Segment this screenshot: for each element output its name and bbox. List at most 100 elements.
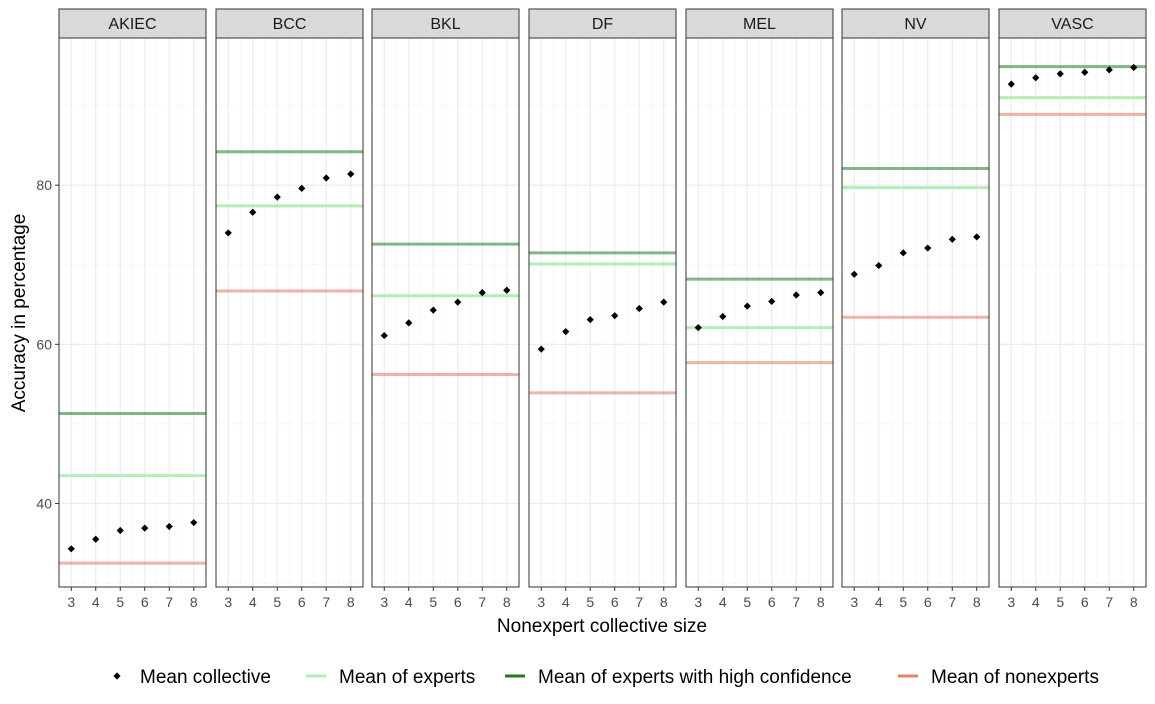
x-axis-title: Nonexpert collective size — [497, 616, 707, 637]
data-point-vasc-5 — [1056, 70, 1064, 78]
data-point-nv-4 — [875, 261, 883, 270]
facet-panel-bkl: BKL 3 4 5 6 7 8 — [371, 8, 520, 610]
data-point-df-6 — [611, 312, 619, 320]
x-tick-label: 3 — [380, 594, 388, 610]
data-point-akiec-7 — [165, 522, 173, 531]
x-tick-label: 4 — [719, 594, 727, 610]
data-point-vasc-3 — [1007, 80, 1015, 88]
panel-border-mel — [685, 37, 834, 588]
x-tick-label: 7 — [635, 594, 643, 610]
x-tick-label: 5 — [116, 594, 124, 610]
data-point-nv-7 — [948, 235, 956, 243]
legend-item-mean-of-experts-with-high-confidence: Mean of experts with high confidence — [505, 667, 852, 688]
data-point-bkl-8 — [503, 286, 511, 294]
x-tick-label: 6 — [611, 594, 619, 610]
x-tick-label: 4 — [1032, 594, 1040, 610]
data-point-bcc-3 — [224, 229, 232, 237]
y-axis: 40 60 80 — [36, 177, 59, 511]
panel-border-akiec — [58, 37, 207, 588]
data-point-akiec-4 — [92, 535, 100, 543]
data-point-bkl-4 — [405, 319, 413, 327]
data-point-mel-4 — [719, 312, 727, 321]
x-tick-label: 4 — [405, 594, 413, 610]
panel-border-df — [528, 37, 677, 588]
data-point-mel-7 — [792, 291, 800, 299]
data-point-bkl-6 — [454, 298, 462, 306]
x-tick-label: 3 — [850, 594, 858, 610]
x-tick-label: 4 — [562, 594, 570, 610]
x-tick-label: 4 — [875, 594, 883, 610]
strip-df — [528, 8, 677, 39]
x-tick-label: 5 — [1056, 594, 1064, 610]
grid-df — [529, 38, 676, 587]
x-tick-label: 6 — [141, 594, 149, 610]
y-tick-label: 80 — [36, 177, 52, 193]
x-tick-label: 4 — [92, 594, 100, 610]
data-point-nv-3 — [850, 270, 858, 278]
data-point-mel-6 — [768, 297, 776, 305]
panel-border-bkl — [371, 37, 520, 588]
x-tick-label: 5 — [743, 594, 751, 610]
data-point-nv-6 — [924, 244, 932, 252]
grid-bkl — [372, 38, 519, 587]
x-tick-label: 5 — [899, 594, 907, 610]
data-point-bkl-3 — [380, 331, 388, 340]
data-point-bcc-8 — [347, 170, 355, 178]
data-point-vasc-6 — [1081, 68, 1089, 76]
data-point-vasc-7 — [1105, 66, 1113, 74]
y-axis-title: Accuracy in percentage — [9, 214, 30, 413]
strip-label-bcc: BCC — [273, 16, 307, 33]
x-tick-label: 6 — [454, 594, 462, 610]
x-tick-label: 3 — [224, 594, 232, 610]
data-point-df-8 — [660, 298, 668, 306]
x-tick-label: 6 — [1081, 594, 1089, 610]
strip-label-mel: MEL — [743, 16, 776, 33]
strip-label-bkl: BKL — [430, 16, 460, 33]
x-tick-label: 4 — [249, 594, 257, 610]
y-tick-label: 40 — [36, 495, 52, 511]
legend-label: Mean of experts with high confidence — [538, 667, 852, 688]
grid-nv — [842, 38, 989, 587]
x-tick-label: 7 — [478, 594, 486, 610]
data-point-vasc-4 — [1032, 74, 1040, 82]
strip-akiec — [58, 8, 207, 39]
panel-border-nv — [841, 37, 990, 588]
legend-item-mean-collective: Mean collective — [113, 667, 271, 688]
x-tick-label: 7 — [1105, 594, 1113, 610]
data-point-df-7 — [635, 304, 643, 313]
x-tick-label: 7 — [792, 594, 800, 610]
legend: Mean collective Mean of experts Mean of ex… — [113, 667, 1099, 688]
x-tick-label: 8 — [660, 594, 668, 610]
data-point-bcc-6 — [298, 184, 306, 192]
data-point-mel-8 — [817, 289, 825, 297]
grid-mel — [686, 38, 833, 587]
x-tick-label: 6 — [924, 594, 932, 610]
facet-panel-mel: MEL 3 4 5 6 7 8 — [685, 8, 834, 610]
x-tick-label: 8 — [973, 594, 981, 610]
x-tick-label: 3 — [537, 594, 545, 610]
grid-bcc — [216, 38, 363, 587]
x-tick-label: 7 — [322, 594, 330, 610]
strip-bcc — [215, 8, 364, 39]
x-tick-label: 5 — [429, 594, 437, 610]
data-point-df-4 — [562, 327, 570, 336]
facet-panel-vasc: VASC 3 4 5 6 7 8 — [998, 8, 1147, 610]
legend-label: Mean collective — [140, 667, 271, 688]
strip-label-df: DF — [592, 16, 614, 33]
legend-item-mean-of-nonexperts: Mean of nonexperts — [898, 667, 1099, 688]
data-point-bkl-5 — [429, 306, 437, 314]
data-point-bcc-7 — [322, 174, 330, 182]
data-point-vasc-8 — [1130, 63, 1138, 72]
facet-panel-akiec: AKIEC 3 4 5 6 7 8 — [58, 8, 207, 610]
facet-panel-bcc: BCC 3 4 5 6 7 8 — [215, 8, 364, 610]
x-tick-label: 8 — [190, 594, 198, 610]
data-point-df-5 — [586, 316, 594, 324]
x-tick-label: 6 — [298, 594, 306, 610]
grid-akiec — [59, 38, 206, 587]
data-point-bcc-4 — [249, 208, 257, 216]
data-point-akiec-6 — [141, 524, 149, 532]
data-point-bkl-7 — [478, 289, 486, 297]
x-tick-label: 5 — [586, 594, 594, 610]
